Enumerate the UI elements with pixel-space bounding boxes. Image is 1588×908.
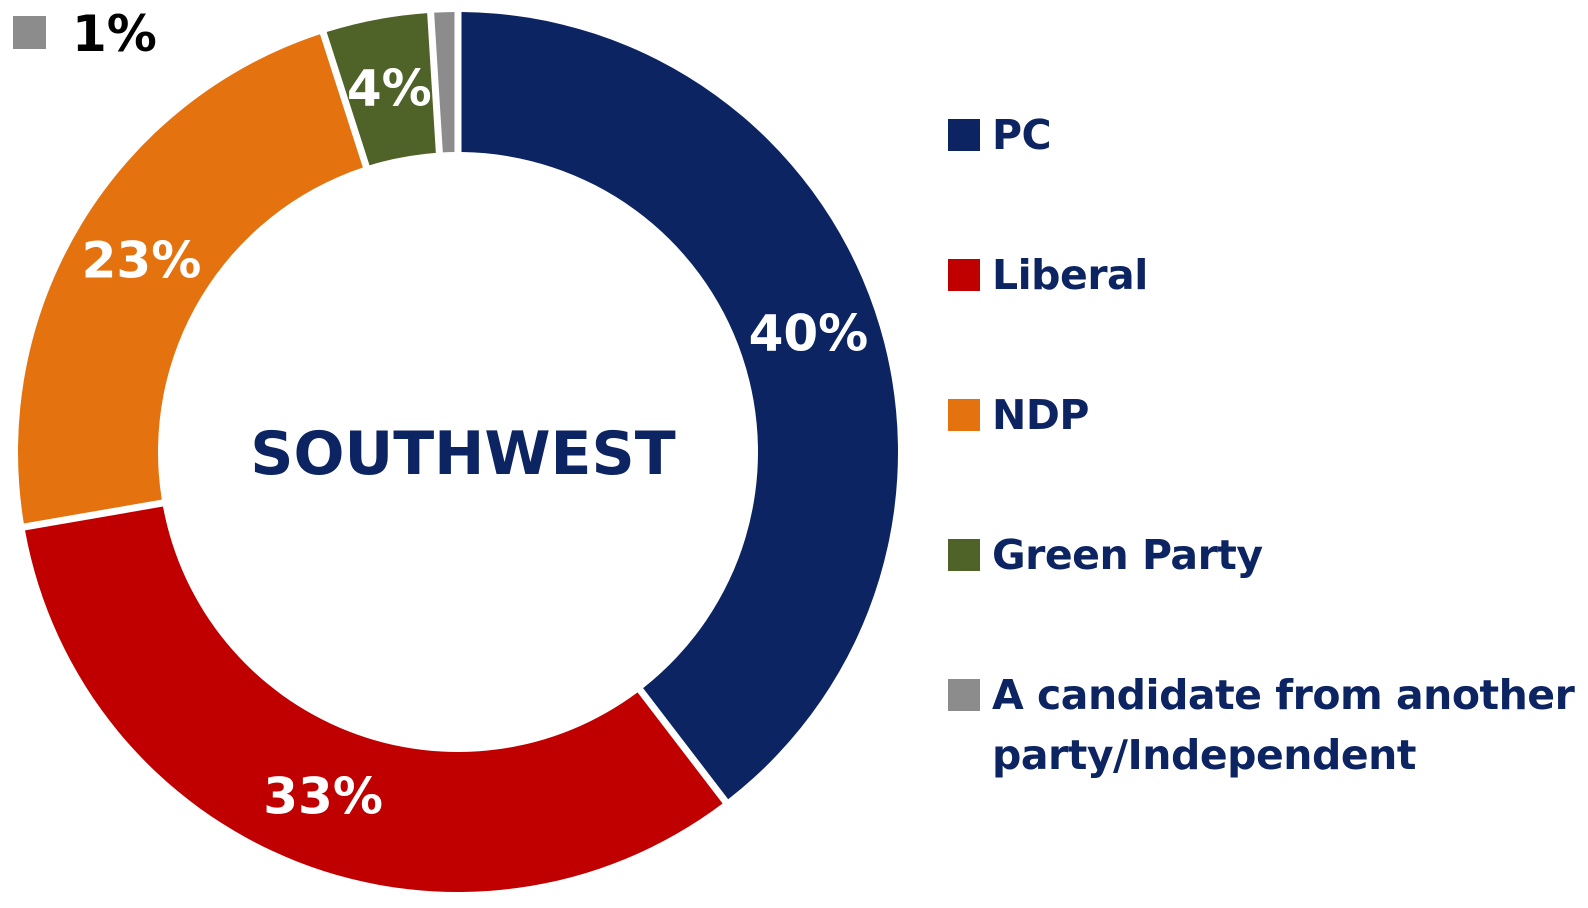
chart-legend: PC Liberal NDP Green Party A candidate f… [948,105,1578,805]
legend-item-liberal: Liberal [948,245,1578,385]
slice-green-party [326,13,436,166]
slice-other [434,12,455,153]
legend-label-green-party: Green Party [992,531,1263,579]
slice-label-liberal: 33% [263,768,383,826]
legend-label-pc: PC [992,111,1052,159]
legend-swatch-other [948,679,980,711]
legend-item-other: A candidate from another party/Independe… [948,665,1578,805]
legend-label-liberal: Liberal [992,251,1148,299]
slice-liberal [25,506,723,892]
legend-item-ndp: NDP [948,385,1578,525]
slice-label-green-party: 4% [347,59,432,117]
legend-swatch-liberal [948,259,980,291]
slice-label-pc: 40% [749,304,869,362]
legend-item-pc: PC [948,105,1578,245]
slice-label-ndp: 23% [82,231,202,289]
legend-swatch-green-party [948,539,980,571]
legend-label-other: A candidate from another party/Independe… [992,671,1575,779]
outside-swatch-other [13,16,46,49]
legend-item-green-party: Green Party [948,525,1578,665]
legend-swatch-pc [948,119,980,151]
slice-label-other: 1% [72,5,157,63]
slice-ndp [17,34,363,524]
slice-pc [461,12,898,800]
legend-swatch-ndp [948,399,980,431]
chart-title: SOUTHWEST [250,419,675,489]
legend-label-ndp: NDP [992,391,1089,439]
